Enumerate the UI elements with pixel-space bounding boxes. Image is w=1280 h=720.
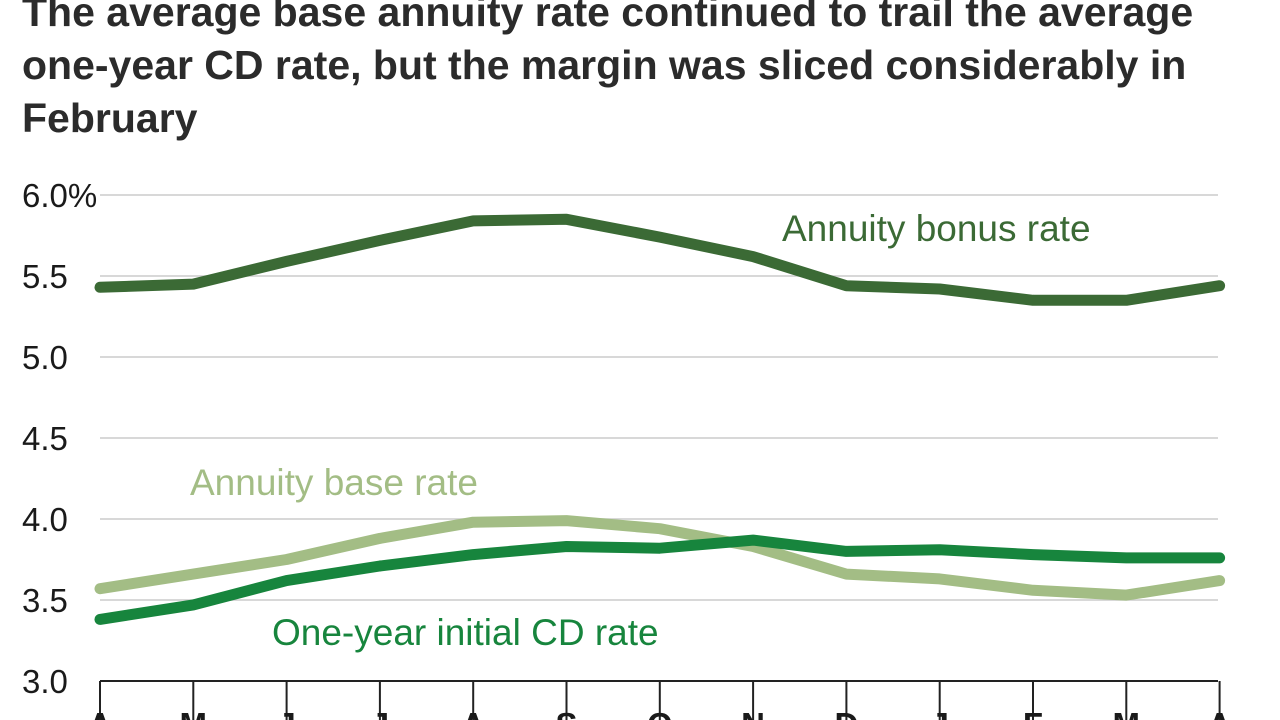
x-tick-label-12: A [1208, 706, 1232, 720]
series-line-one-year-cd-rate [94, 534, 1226, 625]
y-tick-label-0: 3.0 [22, 663, 68, 700]
chart-title: The average base annuity rate continued … [22, 0, 1194, 141]
x-tick-label-6: O [647, 706, 673, 720]
series-line-annuity-bonus-rate [94, 213, 1226, 306]
x-tick-label-3: J [371, 706, 389, 720]
y-tick-label-3: 4.5 [22, 420, 68, 457]
x-axis [99, 680, 1221, 720]
y-tick-label-5: 5.5 [22, 258, 68, 295]
legend-label-one-year-cd-rate: One-year initial CD rate [272, 612, 659, 653]
x-tick-label-4: A [461, 706, 485, 720]
series-lines [94, 213, 1226, 625]
x-axis-tick-labels: AMJJASONDJFMA [88, 706, 1231, 720]
gridlines [100, 194, 1218, 601]
y-tick-label-6: 6.0% [22, 177, 97, 214]
x-tick-label-0: A [88, 706, 112, 720]
y-tick-label-1: 3.5 [22, 582, 68, 619]
y-axis-tick-labels: 3.0 3.5 4.0 4.5 5.0 5.5 6.0% [22, 177, 97, 700]
x-tick-label-5: S [555, 706, 577, 720]
x-tick-label-1: M [180, 706, 208, 720]
y-tick-label-2: 4.0 [22, 501, 68, 538]
x-tick-label-7: N [741, 706, 765, 720]
series-line-annuity-base-rate [94, 515, 1226, 601]
x-tick-label-11: M [1113, 706, 1141, 720]
x-tick-label-8: D [834, 706, 858, 720]
x-tick-label-9: J [931, 706, 949, 720]
legend-label-annuity-base-rate: Annuity base rate [190, 462, 478, 503]
x-tick-label-10: F [1023, 706, 1043, 720]
legend-label-annuity-bonus-rate: Annuity bonus rate [782, 208, 1091, 249]
x-tick-label-2: J [277, 706, 295, 720]
y-tick-label-4: 5.0 [22, 339, 68, 376]
